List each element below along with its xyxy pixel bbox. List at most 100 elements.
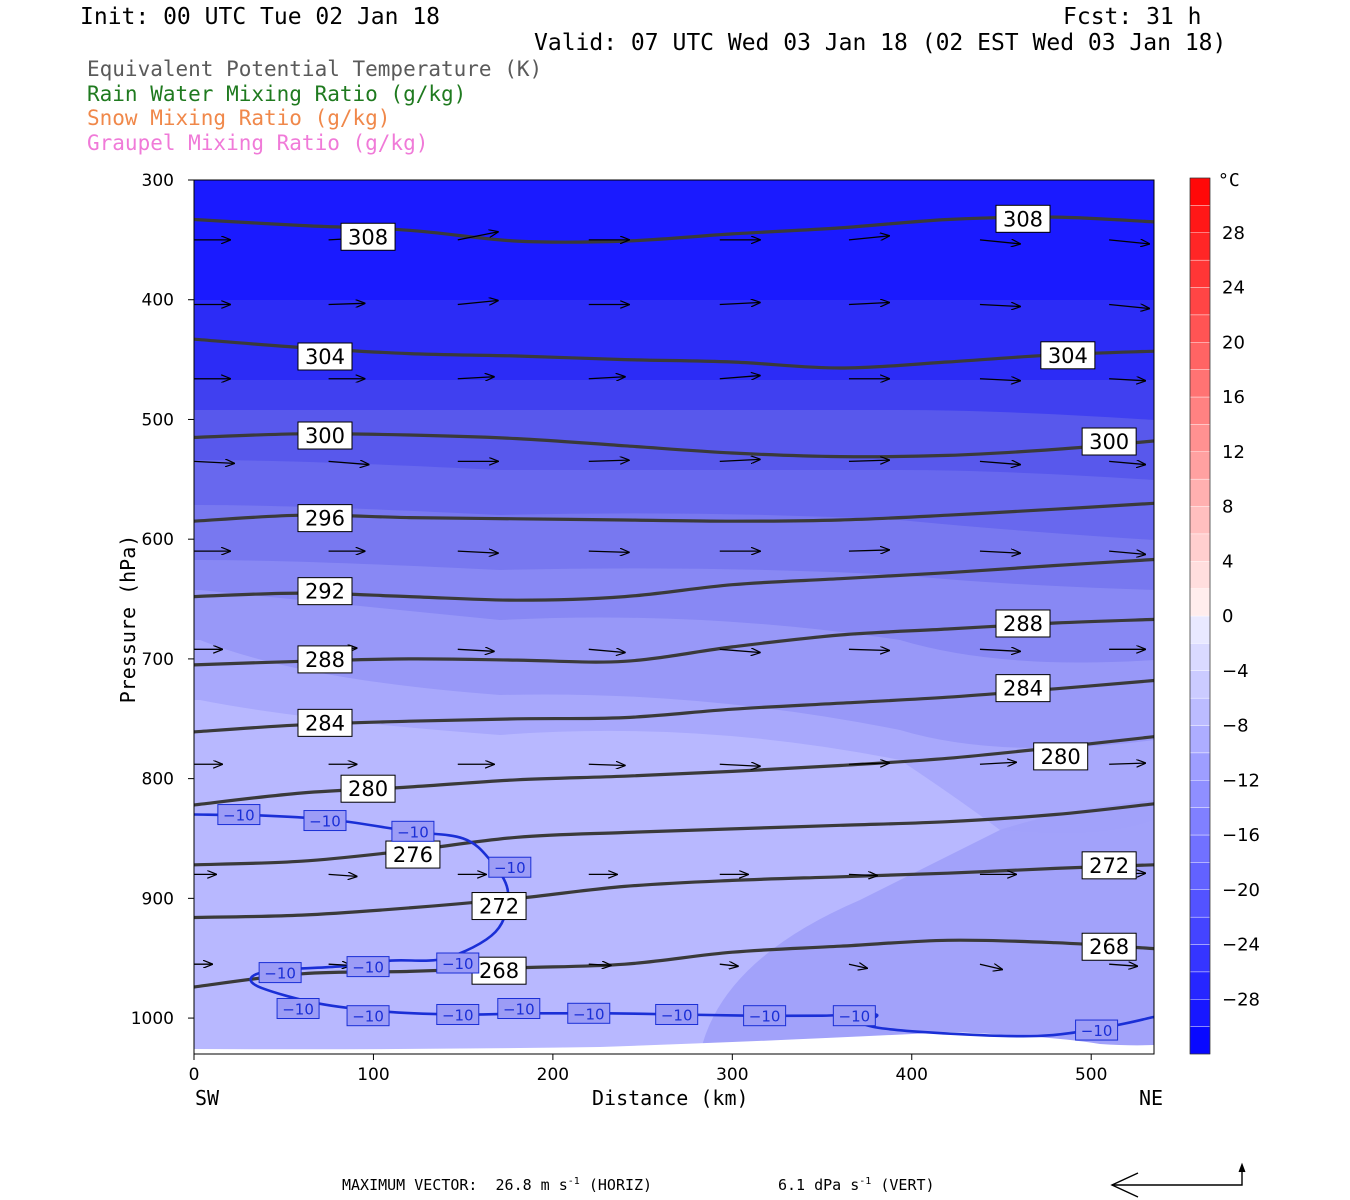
wind-vector — [1109, 763, 1145, 764]
theta-e-label-text: 268 — [479, 959, 519, 983]
colorbar: 28 24 20 16 12 8 4 0 −4 −8 −12 −16 −20 −24 −28 — [1189, 177, 1260, 1055]
colorbar-band — [1189, 889, 1211, 918]
temperature-label-text: −10 — [573, 1005, 605, 1023]
temperature-label: −10 — [391, 820, 435, 842]
theta-e-label-276: 276 — [385, 840, 441, 869]
wind-vector — [979, 964, 1002, 969]
theta-e-label-text: 284 — [1003, 677, 1043, 701]
wind-vector — [588, 964, 611, 965]
theta-e-label-text: 280 — [1041, 745, 1081, 769]
plot-frame — [193, 179, 1155, 1055]
colorbar-band — [1189, 999, 1211, 1027]
wind-vector — [848, 649, 889, 650]
theta-e-label-box — [297, 577, 353, 606]
colorbar-band — [1189, 971, 1211, 1000]
wind-vector — [328, 461, 369, 464]
wind-vector — [979, 240, 1020, 244]
theta-e-label-text: 276 — [393, 843, 433, 867]
x-tick-label: 100 — [357, 1065, 389, 1085]
temperature-label-box — [217, 804, 261, 826]
wind-vector — [719, 303, 760, 305]
temperature-label-box — [832, 1005, 876, 1027]
wind-vector — [719, 649, 760, 652]
max-vert-value: 6.1 dPa s — [778, 1176, 860, 1194]
theta-e-label-284: 284 — [995, 674, 1051, 703]
temperature-label-box — [346, 956, 390, 978]
theta-e-label-box — [1081, 851, 1137, 880]
wind-vector — [588, 649, 625, 652]
temperature-label-text: −10 — [661, 1006, 693, 1024]
max-vert-exp: -1 — [859, 1176, 872, 1187]
wind-vector — [848, 303, 889, 305]
wind-vector — [457, 301, 498, 305]
temperature-label: −10 — [276, 998, 320, 1020]
wind-vector — [979, 379, 1020, 381]
colorbar-band — [1189, 588, 1211, 617]
theta-e-contour-300 — [194, 432, 1154, 459]
theta-e-label-280: 280 — [1033, 742, 1089, 771]
wind-vector — [979, 305, 1020, 307]
temperature-label-box — [258, 962, 302, 984]
colorbar-band — [1189, 342, 1211, 370]
colorbar-band — [1189, 670, 1211, 699]
theta-e-label-text: 300 — [1089, 430, 1129, 454]
temperature-fill — [194, 180, 1154, 1054]
theta-e-label-268: 268 — [471, 956, 527, 985]
colorbar-tick-label: −16 — [1222, 825, 1260, 846]
theta-e-label-284: 284 — [297, 708, 353, 737]
max-vector-label: MAXIMUM VECTOR: — [342, 1176, 478, 1194]
field-legend: Equivalent Potential Temperature (K) Rai… — [87, 57, 542, 155]
theta-e-label-box — [995, 674, 1051, 703]
temperature-label-box — [743, 1005, 787, 1027]
theta-e-contour-276 — [194, 802, 1154, 867]
temperature-label: −10 — [346, 956, 390, 978]
colorbar-band — [1189, 944, 1211, 973]
temperature-label: −10 — [497, 998, 541, 1020]
y-tick-label: 800 — [142, 770, 174, 790]
colorbar-frame — [1189, 177, 1211, 1055]
temperature-label-box — [567, 1002, 611, 1024]
colorbar-band — [1189, 451, 1211, 480]
colorbar-band — [1189, 725, 1211, 754]
colorbar-tick-label: 24 — [1222, 278, 1245, 299]
theta-e-label-box — [385, 840, 441, 869]
theta-e-label-text: 308 — [348, 225, 388, 249]
colorbar-band — [1189, 752, 1211, 781]
colorbar-band — [1189, 287, 1211, 316]
theta-e-contour-284 — [194, 678, 1154, 734]
theta-e-contour-292 — [194, 557, 1154, 602]
theta-e-label-272: 272 — [471, 892, 527, 921]
theta-e-label-304: 304 — [1040, 341, 1096, 370]
colorbar-band — [1189, 232, 1211, 261]
legend-rain-water: Rain Water Mixing Ratio (g/kg) — [87, 81, 467, 106]
colorbar-band — [1189, 780, 1211, 808]
temperature-label-text: −10 — [282, 1001, 314, 1019]
theta-e-label-288: 288 — [995, 609, 1051, 638]
theta-e-label-box — [297, 504, 353, 533]
max-horiz-exp: -1 — [567, 1176, 580, 1187]
wind-vector — [979, 762, 1016, 764]
colorbar-band — [1189, 561, 1211, 589]
wind-vector — [1109, 240, 1149, 244]
legend-theta-e: Equivalent Potential Temperature (K) — [87, 57, 543, 81]
temperature-label-text: −10 — [494, 859, 526, 877]
y-tick-label: 700 — [142, 650, 174, 670]
temperature-label-box — [436, 1003, 480, 1025]
temperature-label-text: −10 — [309, 813, 341, 831]
temperature-label: −10 — [436, 952, 480, 974]
theta-e-label-292: 292 — [297, 577, 353, 606]
colorbar-band — [1189, 478, 1211, 507]
x-right-end-label: NE — [1139, 1086, 1164, 1110]
colorbar-tick-label: 0 — [1222, 606, 1233, 627]
colorbar-tick-label: −8 — [1222, 716, 1249, 737]
colorbar-tick-label: 4 — [1222, 551, 1233, 572]
temperature-label: −10 — [303, 810, 347, 832]
temperature-label-text: −10 — [1081, 1022, 1113, 1040]
theta-e-label-box — [297, 645, 353, 674]
wind-vector — [1109, 305, 1149, 309]
theta-e-label-280: 280 — [340, 774, 396, 803]
x-axis-title: Distance (km) — [592, 1086, 749, 1110]
temperature-label: −10 — [655, 1003, 699, 1025]
valid-time: Valid: 07 UTC Wed 03 Jan 18 (02 EST Wed … — [534, 30, 1227, 56]
